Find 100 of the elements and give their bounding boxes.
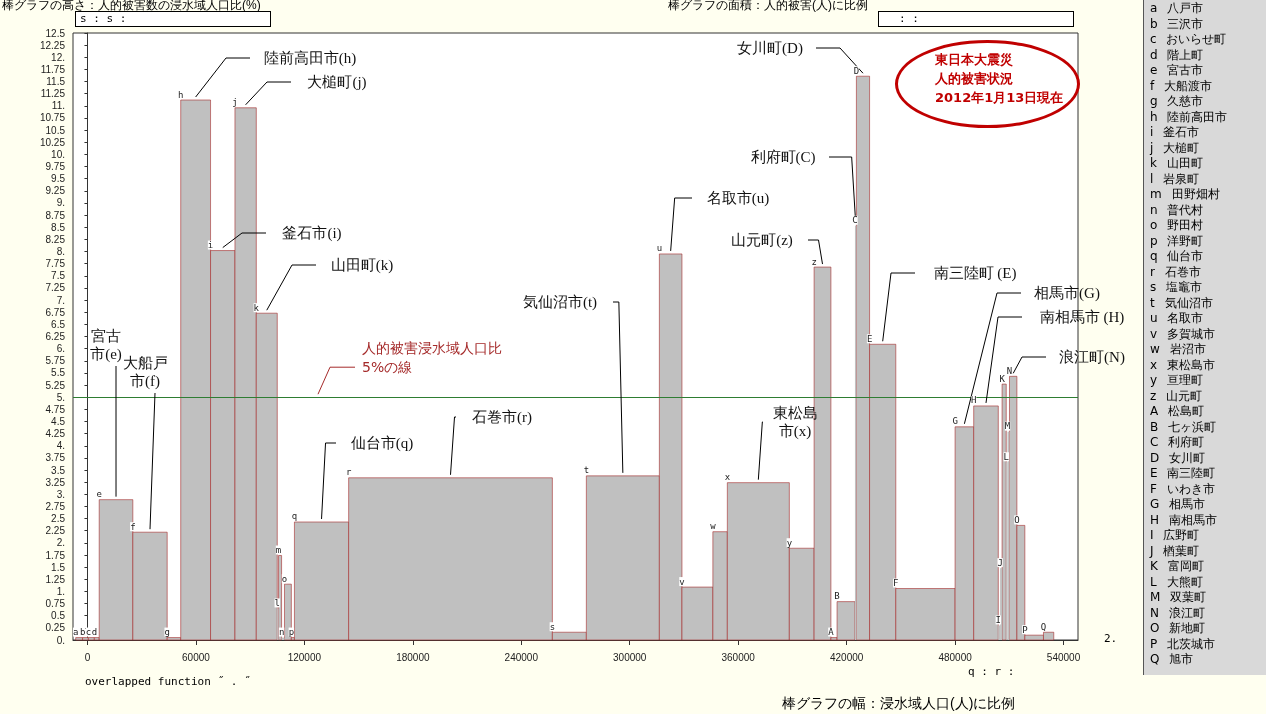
annotation: 女川町(D) (737, 40, 803, 57)
y-tick-label: 2.75 (45, 500, 66, 512)
text: N 浪江町 (1150, 605, 1205, 620)
y-tick-label: 3.5 (51, 464, 66, 476)
annotation: F (893, 578, 899, 589)
text: u 名取市 (1150, 311, 1204, 325)
annotation: c (85, 627, 92, 638)
annotation: x (724, 472, 731, 483)
annotation: N (1006, 365, 1013, 376)
text: 2. (1104, 632, 1118, 645)
y-tick-label: 1.25 (45, 573, 66, 585)
annotation: y (786, 537, 793, 548)
text: a 八戸市 (1150, 1, 1204, 15)
y-tick-label: 11. (51, 100, 65, 112)
annotation: w (710, 521, 717, 532)
text: A 松島町 (1150, 404, 1205, 418)
y-tick-label: 12.25 (39, 39, 66, 51)
x-tick-label: 420000 (829, 651, 864, 663)
annotation: Q (1040, 621, 1047, 632)
text: q 仙台市 (1150, 249, 1204, 263)
x-tick-label: 240000 (504, 651, 539, 663)
text: w 岩沼市 (1150, 342, 1206, 356)
annotation: 石巻市(r) (472, 409, 532, 426)
y-tick-label: 11.75 (40, 63, 66, 75)
annotation: I (995, 614, 1001, 625)
y-tick-label: 5. (56, 391, 65, 403)
annotation: l (274, 597, 280, 608)
x-tick-label: 300000 (613, 651, 647, 663)
annotation: o (281, 573, 288, 584)
text: q : r : (968, 665, 1015, 678)
y-tick-label: 5.75 (45, 355, 66, 367)
text: B 七ヶ浜町 (1150, 419, 1217, 434)
annotation: j (232, 97, 238, 108)
y-tick-label: 11.25 (40, 88, 66, 100)
text: l 岩泉町 (1150, 171, 1200, 186)
x-tick-label: 480000 (938, 651, 973, 663)
annotation: d (91, 627, 98, 638)
text: M 双葉町 (1150, 590, 1207, 604)
annotation: L (1003, 451, 1009, 462)
y-tick-label: 11.5 (46, 76, 66, 88)
y-tick-label: 4. (56, 440, 65, 452)
y-tick-label: 12. (51, 51, 65, 63)
annotation: q (291, 511, 298, 522)
y-tick-label: 7.75 (45, 258, 66, 270)
y-tick-label: 4.25 (45, 428, 66, 440)
text: H 南相馬市 (1150, 512, 1217, 527)
y-tick-label: 1.75 (45, 549, 66, 561)
text: e 宮古市 (1150, 63, 1204, 77)
annotation: 南三陸町 (E) (933, 265, 1017, 282)
annotation: 利府町(C) (750, 149, 816, 166)
y-tick-label: 10.25 (39, 136, 66, 148)
text: r 石巻市 (1150, 264, 1201, 279)
annotation: C (852, 215, 858, 226)
y-tick-label: 8.25 (45, 233, 66, 245)
annotation: 釜石市(i) (282, 225, 342, 242)
x-tick-label: 360000 (721, 651, 756, 663)
annotation: B (834, 591, 840, 602)
x-tick-label: 60000 (182, 651, 211, 663)
annotation: H (970, 395, 977, 406)
text: t 気仙沼市 (1150, 295, 1213, 310)
text: d 階上町 (1150, 47, 1204, 62)
text: C 利府町 (1150, 435, 1205, 449)
annotation: 陸前高田市(h) (263, 50, 357, 67)
text: g 久慈市 (1150, 94, 1204, 108)
y-tick-label: 2.25 (45, 525, 66, 537)
text: z 山元町 (1150, 388, 1203, 403)
annotation: 大槌町(j) (307, 74, 367, 91)
text: x 東松島市 (1150, 357, 1215, 372)
annotation: O (1014, 514, 1020, 525)
text: k 山田町 (1150, 156, 1203, 170)
text: I 広野町 (1150, 528, 1200, 542)
annotation: m (275, 545, 282, 556)
annotation: 東松島市(x) (772, 405, 818, 440)
annotation: 東日本大震災人的被害状況2012年1月13日現在 (935, 51, 1064, 107)
y-tick-label: 3.75 (45, 452, 66, 464)
annotation: K (999, 373, 1006, 384)
y-tick-label: 9.75 (45, 161, 66, 173)
text: overlapped function ˝ . ˝ (85, 675, 251, 688)
y-tick-label: 8. (56, 246, 65, 258)
y-tick-label: 9.5 (51, 173, 66, 185)
text: L 大熊町 (1150, 574, 1203, 589)
y-tick-label: 4.5 (51, 415, 66, 427)
text: c おいらせ町 (1150, 32, 1227, 46)
text: G 相馬市 (1150, 497, 1206, 511)
text: i 釜石市 (1150, 125, 1200, 139)
text: J 楢葉町 (1150, 543, 1200, 558)
annotation: a (73, 627, 79, 638)
annotation: 山田町(k) (330, 257, 394, 274)
x-tick-label: 0 (84, 651, 91, 663)
y-tick-label: 1.5 (51, 561, 66, 573)
y-tick-label: 9.25 (45, 185, 66, 197)
text: E 南三陸町 (1150, 466, 1216, 480)
y-tick-label: 0.25 (45, 622, 66, 634)
annotation: b (79, 627, 86, 638)
text: Q 旭市 (1150, 652, 1194, 666)
text: O 新地町 (1150, 621, 1206, 635)
y-tick-label: 6. (56, 343, 65, 355)
y-tick-label: 6.5 (51, 318, 66, 330)
annotation: z (811, 256, 817, 267)
y-tick-label: 7.5 (51, 270, 66, 282)
